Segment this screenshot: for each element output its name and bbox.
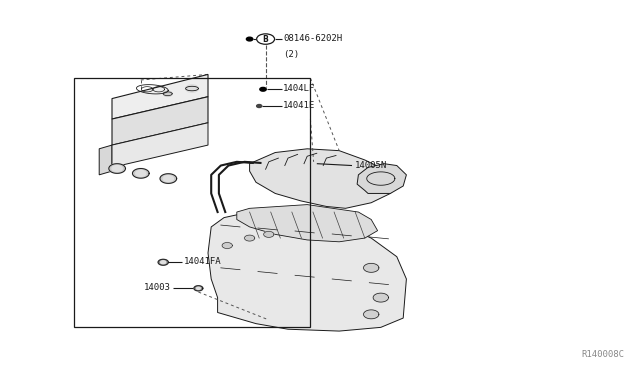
Text: (2): (2) (283, 50, 299, 59)
Text: 1404LF: 1404LF (283, 84, 315, 93)
Bar (74, 78, 310, 327)
Polygon shape (357, 164, 406, 193)
Circle shape (222, 243, 232, 248)
Circle shape (161, 261, 166, 264)
Text: 14041FA: 14041FA (184, 257, 221, 266)
Circle shape (246, 37, 253, 41)
Circle shape (194, 286, 203, 291)
Circle shape (196, 287, 200, 289)
Polygon shape (208, 212, 406, 331)
Polygon shape (250, 149, 397, 208)
Text: R140008C: R140008C (581, 350, 624, 359)
Circle shape (109, 164, 125, 173)
Circle shape (257, 34, 275, 44)
Polygon shape (112, 123, 208, 167)
Circle shape (364, 263, 379, 272)
Circle shape (136, 170, 146, 176)
Circle shape (163, 91, 172, 96)
Text: 14005N: 14005N (355, 161, 387, 170)
Polygon shape (99, 145, 112, 175)
Circle shape (163, 176, 173, 182)
Text: 14003: 14003 (144, 283, 171, 292)
Circle shape (257, 105, 262, 108)
Circle shape (112, 166, 122, 171)
Polygon shape (237, 205, 378, 242)
Polygon shape (112, 97, 208, 145)
Circle shape (244, 235, 255, 241)
Text: B: B (263, 35, 268, 44)
Text: 14041E: 14041E (283, 101, 315, 110)
Polygon shape (112, 74, 208, 119)
Circle shape (373, 293, 388, 302)
Circle shape (132, 169, 149, 178)
Circle shape (264, 231, 274, 237)
Text: 08146-6202H: 08146-6202H (283, 34, 342, 43)
Circle shape (158, 259, 168, 265)
Circle shape (160, 174, 177, 183)
Circle shape (364, 310, 379, 319)
Circle shape (186, 85, 198, 92)
Circle shape (260, 87, 266, 91)
